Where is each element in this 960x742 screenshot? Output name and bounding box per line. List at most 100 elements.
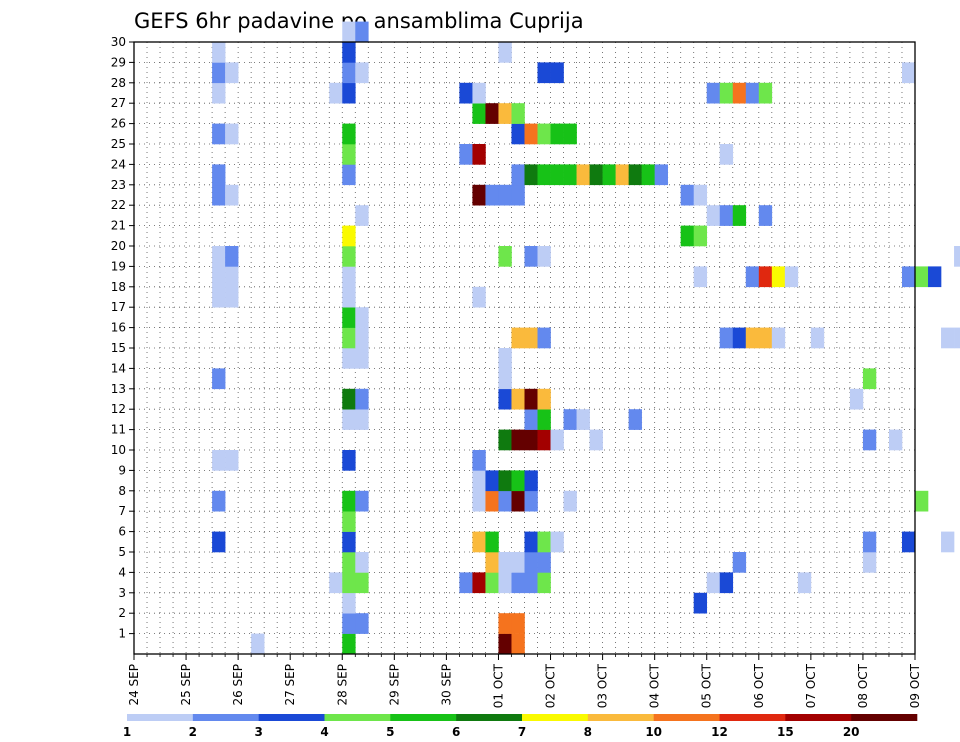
legend-label: 5 <box>386 725 394 739</box>
y-tick-label: 4 <box>118 565 126 579</box>
heatmap-cell <box>498 388 512 410</box>
heatmap-cell <box>771 327 786 349</box>
heatmap-cell <box>928 266 942 288</box>
heatmap-cell <box>550 164 564 186</box>
heatmap-cell <box>342 144 356 165</box>
heatmap-cell <box>511 613 525 634</box>
heatmap-cell <box>342 42 356 63</box>
heatmap-cell <box>732 552 747 573</box>
y-tick-label: 13 <box>111 382 126 396</box>
heatmap-cell <box>706 82 721 104</box>
heatmap-cell <box>355 62 369 84</box>
x-tick-label: 06 OCT <box>752 663 766 708</box>
legend-label: 12 <box>711 725 728 739</box>
heatmap-cell <box>225 286 239 308</box>
heatmap-cell <box>732 82 747 104</box>
heatmap-cell <box>498 348 512 369</box>
heatmap-cell <box>472 450 486 471</box>
heatmap-cell <box>342 552 356 573</box>
y-tick-label: 12 <box>111 402 126 416</box>
color-legend: 1 2 3 4 5 6 7 8 10 12 15 20 <box>123 714 918 739</box>
heatmap-cell <box>212 246 226 267</box>
y-tick-label: 8 <box>118 484 126 498</box>
heatmap-cell <box>355 572 369 594</box>
y-tick-label: 27 <box>111 96 126 110</box>
heatmap-cell <box>212 123 226 145</box>
heatmap-cell <box>459 82 473 104</box>
x-tick-label: 24 SEP <box>127 664 141 706</box>
heatmap-cell <box>355 490 369 512</box>
heatmap-cell <box>771 266 786 288</box>
legend-label: 8 <box>584 725 592 739</box>
heatmap-cell <box>901 531 916 553</box>
y-tick-label: 1 <box>118 627 126 641</box>
heatmap-cell <box>654 164 668 186</box>
heatmap-cell <box>498 633 512 655</box>
heatmap-cell <box>511 164 525 186</box>
legend-swatch <box>192 714 259 721</box>
legend-swatch <box>851 714 918 721</box>
heatmap-cell <box>537 429 551 451</box>
heatmap-cell <box>225 246 239 267</box>
heatmap-cell <box>212 42 226 63</box>
heatmap-cell <box>225 123 239 145</box>
heatmap-cell <box>915 266 929 288</box>
heatmap-cell <box>498 613 512 634</box>
legend-swatch <box>522 714 589 721</box>
y-tick-label: 24 <box>111 157 126 171</box>
heatmap-cell <box>225 184 239 206</box>
heatmap-cell <box>758 205 773 226</box>
heatmap-cell <box>355 388 369 410</box>
heatmap-cell <box>342 286 356 308</box>
heatmap-cell <box>342 511 356 532</box>
heatmap-cell <box>810 327 825 349</box>
heatmap-cell <box>472 184 486 206</box>
heatmap-cell <box>537 388 551 410</box>
heatmap-cell <box>511 184 525 206</box>
legend-label: 1 <box>123 725 131 739</box>
heatmap-cell <box>915 490 929 512</box>
heatmap-cell <box>498 103 512 124</box>
heatmap-cell <box>511 572 525 594</box>
heatmap-cell <box>524 246 538 267</box>
heatmap-cell <box>563 409 577 430</box>
heatmap-cell <box>537 552 551 573</box>
legend-label: 20 <box>843 725 860 739</box>
heatmap-cell <box>537 409 551 430</box>
heatmap-cell <box>485 184 499 206</box>
heatmap-cell <box>511 103 525 124</box>
heatmap-cell <box>524 123 538 145</box>
heatmap-cell <box>342 164 356 186</box>
heatmap-cell <box>706 572 721 594</box>
heatmap-cell <box>524 429 538 451</box>
heatmap-cell <box>472 470 486 492</box>
legend-swatch <box>258 714 325 721</box>
heatmap-cell <box>498 42 512 63</box>
heatmap-cell <box>693 225 708 247</box>
heatmap-cell <box>537 164 551 186</box>
heatmap-cell <box>342 123 356 145</box>
heatmap-cell <box>550 429 564 451</box>
heatmap-cell <box>511 490 525 512</box>
heatmap-cell <box>719 327 734 349</box>
heatmap-cell <box>537 572 551 594</box>
heatmap-cell <box>511 388 525 410</box>
y-tick-label: 19 <box>111 259 126 273</box>
heatmap-cell <box>524 388 538 410</box>
heatmap-cell <box>342 388 356 410</box>
x-tick-label: 07 OCT <box>804 663 818 708</box>
heatmap-cell <box>485 531 499 553</box>
heatmap-cell <box>342 613 356 634</box>
y-tick-label: 23 <box>111 178 126 192</box>
heatmap-cell <box>498 490 512 512</box>
heatmap-cell <box>212 184 226 206</box>
heatmap-cell <box>563 164 577 186</box>
heatmap-cell <box>732 327 747 349</box>
heatmap-cell <box>355 348 369 369</box>
x-tick-label: 08 OCT <box>856 663 870 708</box>
heatmap-cell <box>472 490 486 512</box>
y-tick-label: 21 <box>111 219 126 233</box>
legend-label: 10 <box>645 725 662 739</box>
heatmap-cell <box>342 225 356 247</box>
y-tick-label: 2 <box>118 606 126 620</box>
